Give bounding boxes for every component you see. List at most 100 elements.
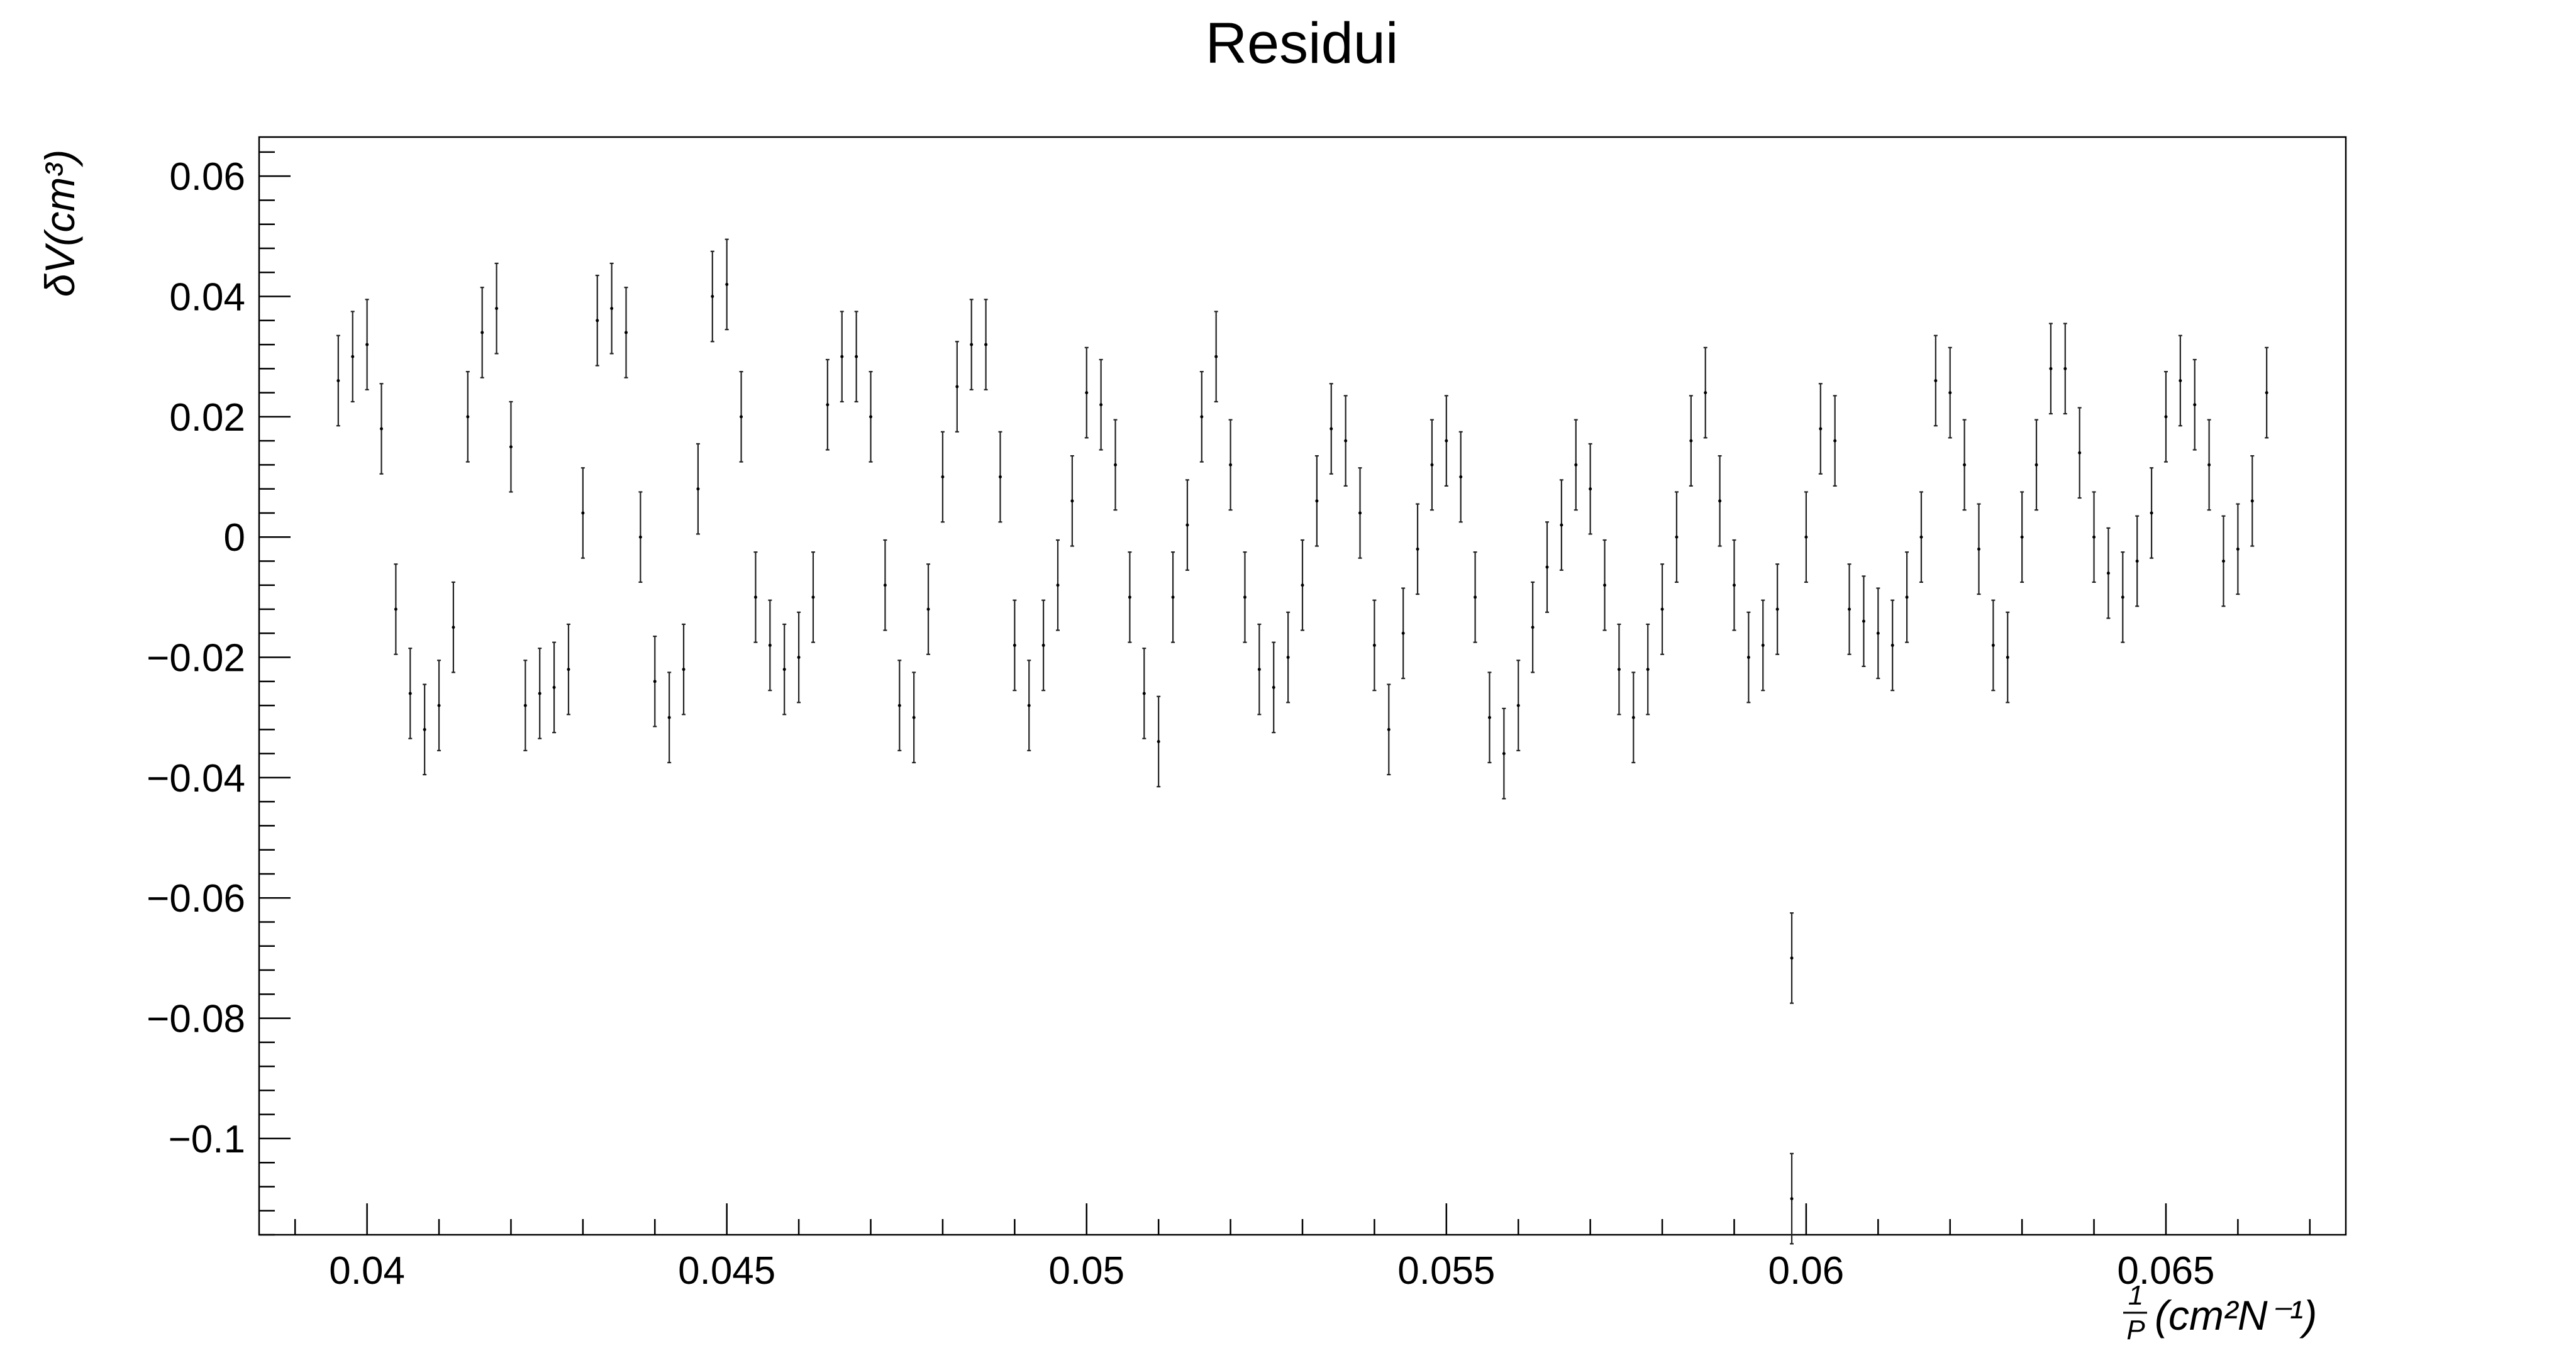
- point-marker: [423, 727, 426, 731]
- point-marker: [408, 692, 412, 695]
- data-point: [394, 563, 398, 655]
- point-marker: [1790, 1197, 1794, 1201]
- data-point: [696, 443, 700, 535]
- data-point: [854, 311, 858, 403]
- point-marker: [1099, 403, 1103, 407]
- point-marker: [2035, 463, 2038, 466]
- data-point: [552, 641, 557, 734]
- data-point: [1862, 575, 1866, 668]
- point-marker: [1272, 685, 1275, 689]
- y-tick-label: −0.08: [147, 998, 245, 1041]
- data-point: [969, 299, 974, 390]
- point-marker: [1041, 643, 1045, 647]
- data-point: [1329, 383, 1333, 475]
- data-point: [1746, 611, 1751, 704]
- point-marker: [1459, 475, 1463, 479]
- point-marker: [1574, 463, 1578, 466]
- point-marker: [2221, 559, 2225, 563]
- point-marker: [1214, 355, 1218, 358]
- data-point: [1070, 455, 1074, 547]
- point-marker: [1229, 463, 1233, 466]
- data-point: [1559, 479, 1563, 571]
- data-point: [1790, 1152, 1794, 1245]
- point-marker: [1200, 415, 1204, 419]
- y-tick-label: 0: [224, 516, 245, 560]
- data-point: [1790, 912, 1794, 1004]
- point-marker: [1919, 535, 1923, 539]
- point-marker: [711, 295, 714, 299]
- point-marker: [2135, 559, 2139, 563]
- point-marker: [1991, 643, 1995, 647]
- point-marker: [2193, 403, 2197, 407]
- data-point: [682, 623, 686, 715]
- point-marker: [1589, 487, 1592, 491]
- data-point: [1113, 419, 1118, 511]
- data-point: [1991, 599, 1996, 692]
- point-marker: [753, 595, 757, 599]
- data-point: [523, 660, 528, 751]
- data-point: [1703, 346, 1707, 439]
- point-marker: [1070, 499, 1074, 503]
- data-point: [509, 400, 513, 493]
- data-point: [1602, 539, 1607, 631]
- data-point: [710, 250, 714, 343]
- data-point: [566, 623, 570, 715]
- point-marker: [1516, 704, 1520, 707]
- point-marker: [2049, 367, 2053, 370]
- point-marker: [2092, 535, 2096, 539]
- x-axis-ticks: [294, 1203, 2311, 1235]
- point-marker: [1330, 427, 1333, 431]
- point-marker: [653, 680, 657, 683]
- point-marker: [2207, 463, 2211, 466]
- data-point: [2020, 491, 2024, 583]
- data-point: [897, 660, 902, 751]
- data-point: [1847, 563, 1852, 655]
- data-point: [653, 635, 657, 727]
- point-marker: [984, 343, 988, 346]
- y-axis-ticks: [259, 151, 291, 1236]
- data-point: [2192, 358, 2197, 451]
- y-tick-label: −0.06: [147, 877, 245, 920]
- point-marker: [1301, 583, 1304, 587]
- y-axis-tick-labels: 0.06 0.04 0.02 0 −0.02 −0.04 −0.06 −0.08 −0.1: [147, 155, 245, 1161]
- point-marker: [2020, 535, 2024, 539]
- data-point: [724, 238, 729, 331]
- data-point: [926, 563, 931, 655]
- data-point: [1833, 395, 1837, 487]
- x-tick-label: 0.05: [1048, 1249, 1124, 1293]
- data-point: [1084, 346, 1089, 439]
- point-marker: [941, 475, 945, 479]
- data-point: [1487, 671, 1492, 764]
- x-tick-label: 0.065: [2117, 1249, 2214, 1293]
- data-series: [336, 238, 2269, 1245]
- point-marker: [926, 607, 930, 611]
- point-marker: [638, 535, 642, 539]
- point-marker: [1704, 391, 1707, 395]
- data-point: [1257, 623, 1262, 715]
- data-point: [336, 334, 340, 427]
- point-marker: [1474, 595, 1477, 599]
- point-marker: [1430, 463, 1434, 466]
- data-point: [1804, 491, 1808, 583]
- point-marker: [452, 626, 455, 629]
- x-tick-label: 0.04: [329, 1249, 405, 1293]
- x-axis-label-units: (cm²N⁻¹): [2155, 1292, 2317, 1339]
- data-point: [1243, 551, 1247, 643]
- point-marker: [1675, 535, 1679, 539]
- data-point: [2265, 346, 2269, 439]
- data-point: [2221, 515, 2226, 607]
- point-marker: [1819, 427, 1823, 431]
- chart-title: Residui: [1206, 11, 1399, 75]
- point-marker: [2006, 656, 2009, 660]
- point-marker: [667, 715, 671, 719]
- y-axis-label: δV(cm³): [36, 150, 83, 297]
- point-marker: [1257, 668, 1261, 671]
- x-axis-label: 1 P (cm²N⁻¹): [2123, 1280, 2317, 1345]
- point-marker: [610, 307, 614, 311]
- point-marker: [1905, 595, 1909, 599]
- point-marker: [1372, 643, 1376, 647]
- point-marker: [1142, 692, 1146, 695]
- point-marker: [1171, 595, 1175, 599]
- data-point: [1185, 479, 1189, 571]
